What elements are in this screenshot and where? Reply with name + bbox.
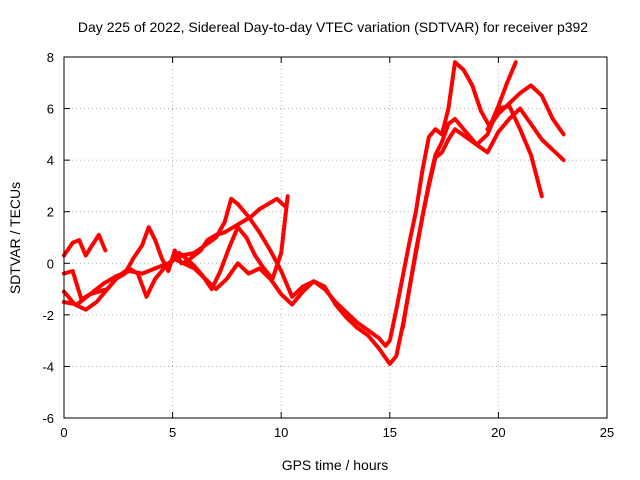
series-line-track-a — [62, 232, 108, 258]
x-tick-label: 0 — [60, 425, 67, 440]
y-tick-label: 0 — [47, 256, 54, 271]
y-tick-label: 2 — [47, 205, 54, 220]
y-axis-label: SDTVAR / TECUs — [7, 182, 23, 294]
x-tick-label: 20 — [491, 425, 505, 440]
x-tick-label: 5 — [169, 425, 176, 440]
x-tick-label: 25 — [600, 425, 614, 440]
series-line-track-g — [485, 83, 566, 137]
y-tick-label: 8 — [47, 50, 54, 65]
chart-title: Day 225 of 2022, Sidereal Day-to-day VTE… — [78, 19, 588, 35]
series-line-track-e — [170, 104, 544, 366]
x-axis-label: GPS time / hours — [282, 457, 389, 473]
y-tick-label: -6 — [42, 411, 54, 426]
y-tick-label: 6 — [47, 102, 54, 117]
series-group — [62, 60, 566, 366]
series-line-track-f — [400, 106, 566, 330]
x-ticks: 0 5 10 15 20 25 — [60, 57, 614, 440]
y-tick-label: -4 — [42, 359, 54, 374]
x-tick-label: 10 — [274, 425, 288, 440]
x-tick-label: 15 — [383, 425, 397, 440]
y-tick-label: -2 — [42, 308, 54, 323]
y-tick-label: 4 — [47, 153, 54, 168]
y-ticks: -6 -4 -2 0 2 4 6 8 — [42, 50, 607, 426]
plot-frame — [63, 56, 608, 419]
